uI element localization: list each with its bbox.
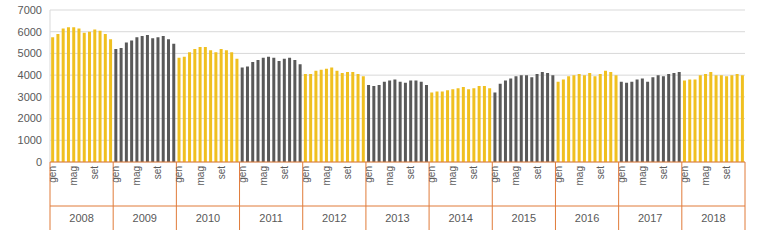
svg-text:gen: gen: [300, 166, 311, 183]
svg-text:gen: gen: [616, 166, 627, 183]
svg-text:mag: mag: [68, 166, 79, 185]
svg-text:5000: 5000: [18, 47, 42, 59]
svg-text:set: set: [468, 166, 479, 180]
svg-text:set: set: [532, 166, 543, 180]
svg-text:mag: mag: [574, 166, 585, 185]
svg-text:set: set: [595, 166, 606, 180]
svg-text:mag: mag: [510, 166, 521, 185]
svg-text:2009: 2009: [133, 212, 157, 224]
svg-text:set: set: [658, 166, 669, 180]
svg-text:2015: 2015: [512, 212, 536, 224]
svg-text:set: set: [721, 166, 732, 180]
svg-text:gen: gen: [489, 166, 500, 183]
svg-text:mag: mag: [131, 166, 142, 185]
svg-text:2017: 2017: [638, 212, 662, 224]
svg-text:set: set: [216, 166, 227, 180]
svg-text:mag: mag: [700, 166, 711, 185]
svg-text:gen: gen: [363, 166, 374, 183]
svg-text:2011: 2011: [259, 212, 283, 224]
svg-text:2014: 2014: [448, 212, 472, 224]
svg-text:gen: gen: [553, 166, 564, 183]
svg-text:4000: 4000: [18, 69, 42, 81]
svg-text:2000: 2000: [18, 112, 42, 124]
svg-text:gen: gen: [47, 166, 58, 183]
svg-text:set: set: [152, 166, 163, 180]
svg-text:gen: gen: [110, 166, 121, 183]
svg-text:3000: 3000: [18, 91, 42, 103]
svg-text:2018: 2018: [701, 212, 725, 224]
svg-text:gen: gen: [679, 166, 690, 183]
svg-text:set: set: [89, 166, 100, 180]
svg-text:set: set: [405, 166, 416, 180]
svg-text:2012: 2012: [322, 212, 346, 224]
svg-text:gen: gen: [426, 166, 437, 183]
svg-text:2010: 2010: [196, 212, 220, 224]
svg-text:2013: 2013: [385, 212, 409, 224]
svg-text:1000: 1000: [18, 134, 42, 146]
svg-text:2016: 2016: [575, 212, 599, 224]
svg-text:7000: 7000: [18, 4, 42, 16]
svg-text:gen: gen: [173, 166, 184, 183]
svg-text:mag: mag: [258, 166, 269, 185]
svg-text:gen: gen: [237, 166, 248, 183]
svg-text:mag: mag: [447, 166, 458, 185]
svg-text:0: 0: [36, 156, 42, 168]
svg-text:set: set: [342, 166, 353, 180]
svg-text:set: set: [279, 166, 290, 180]
svg-text:mag: mag: [195, 166, 206, 185]
svg-text:2008: 2008: [69, 212, 93, 224]
svg-text:mag: mag: [637, 166, 648, 185]
svg-text:mag: mag: [384, 166, 395, 185]
svg-text:mag: mag: [321, 166, 332, 185]
svg-text:6000: 6000: [18, 26, 42, 38]
